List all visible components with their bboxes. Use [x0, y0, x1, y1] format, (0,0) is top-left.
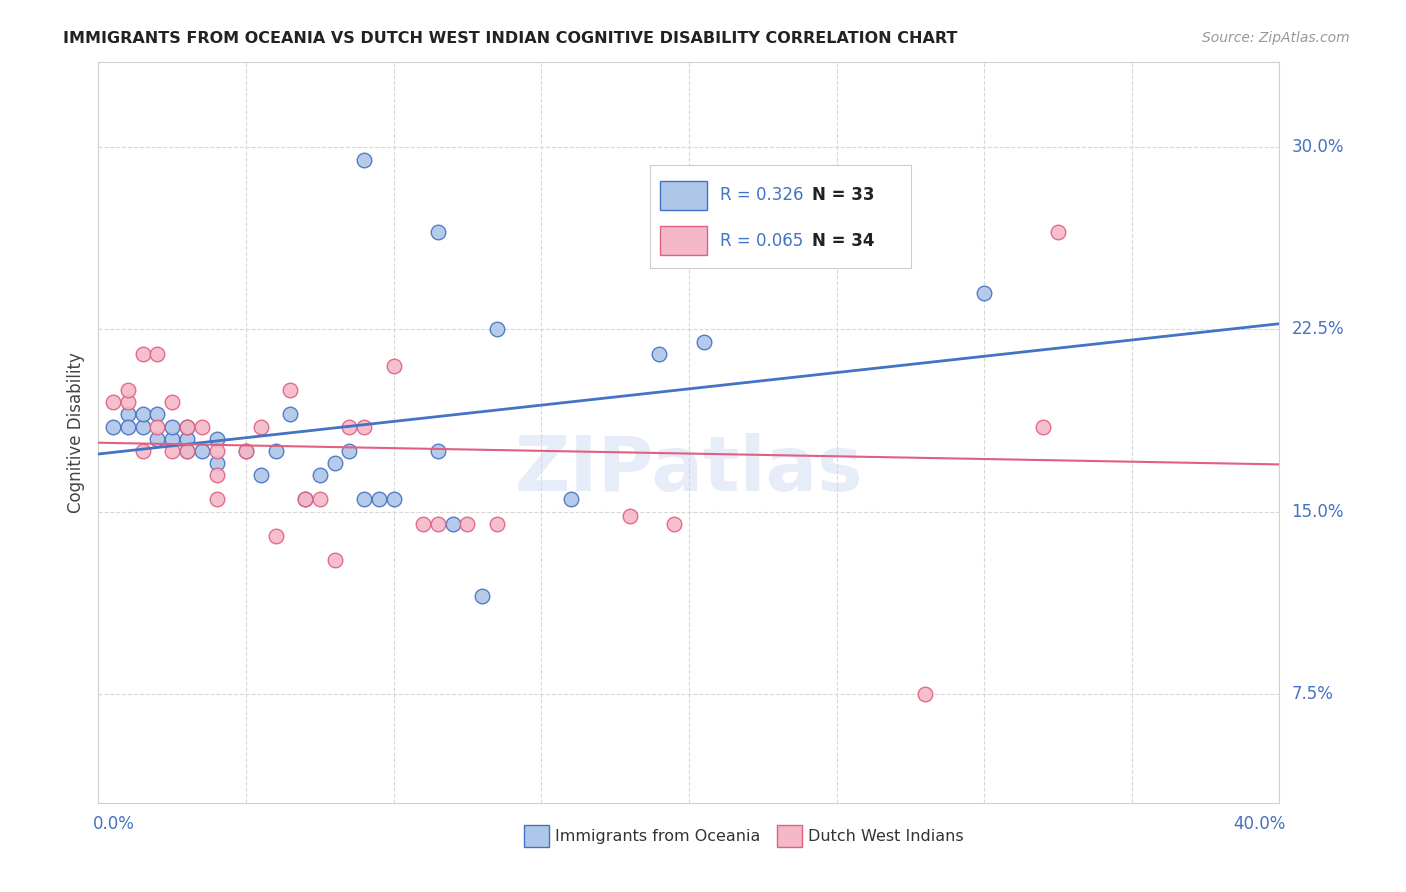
Point — [162, 432, 183, 446]
Point — [486, 516, 509, 531]
Point — [162, 419, 183, 434]
Text: ZIPatlas: ZIPatlas — [515, 433, 863, 507]
Point — [353, 492, 375, 507]
Point — [205, 443, 228, 458]
Point — [132, 347, 155, 361]
Y-axis label: Cognitive Disability: Cognitive Disability — [66, 352, 84, 513]
Point — [693, 334, 716, 349]
Point — [146, 347, 169, 361]
Point — [1032, 419, 1054, 434]
Point — [560, 492, 582, 507]
Point — [427, 516, 450, 531]
Point — [427, 443, 450, 458]
Text: 15.0%: 15.0% — [1291, 502, 1344, 521]
Point — [339, 419, 361, 434]
Point — [382, 359, 405, 373]
Point — [294, 492, 316, 507]
Point — [162, 443, 183, 458]
Point — [146, 419, 169, 434]
Point — [205, 456, 228, 470]
Text: 0.0%: 0.0% — [93, 815, 135, 833]
Point — [117, 419, 139, 434]
Point — [176, 443, 198, 458]
Point — [914, 687, 936, 701]
Point — [117, 408, 139, 422]
Point — [309, 468, 332, 483]
Point — [486, 322, 509, 336]
Point — [103, 419, 125, 434]
Point — [264, 529, 287, 543]
Point — [280, 408, 302, 422]
Point — [103, 395, 125, 409]
Point — [619, 509, 641, 524]
Point — [294, 492, 316, 507]
Point — [693, 225, 716, 239]
Point — [146, 432, 169, 446]
Point — [250, 419, 273, 434]
Point — [117, 383, 139, 397]
Point — [132, 419, 155, 434]
Point — [235, 443, 257, 458]
Point — [309, 492, 332, 507]
Point — [1046, 225, 1070, 239]
Point — [250, 468, 273, 483]
Point — [412, 516, 434, 531]
Point — [146, 408, 169, 422]
Point — [368, 492, 391, 507]
Text: Dutch West Indians: Dutch West Indians — [808, 830, 963, 844]
Point — [191, 419, 214, 434]
Point — [323, 553, 346, 567]
Point — [427, 225, 450, 239]
Point — [162, 395, 183, 409]
Point — [441, 516, 464, 531]
Text: IMMIGRANTS FROM OCEANIA VS DUTCH WEST INDIAN COGNITIVE DISABILITY CORRELATION CH: IMMIGRANTS FROM OCEANIA VS DUTCH WEST IN… — [63, 31, 957, 46]
Point — [353, 153, 375, 167]
Text: Immigrants from Oceania: Immigrants from Oceania — [554, 830, 761, 844]
Point — [191, 443, 214, 458]
Point — [648, 347, 671, 361]
Text: R = 0.065: R = 0.065 — [720, 232, 804, 250]
Point — [457, 516, 479, 531]
Text: 40.0%: 40.0% — [1233, 815, 1285, 833]
Text: 30.0%: 30.0% — [1291, 138, 1344, 156]
Point — [235, 443, 257, 458]
Text: 7.5%: 7.5% — [1291, 684, 1333, 703]
Point — [205, 468, 228, 483]
Point — [973, 286, 995, 301]
Point — [176, 443, 198, 458]
Point — [132, 408, 155, 422]
Point — [205, 492, 228, 507]
Point — [205, 432, 228, 446]
Text: Source: ZipAtlas.com: Source: ZipAtlas.com — [1202, 31, 1350, 45]
Point — [280, 383, 302, 397]
Text: N = 33: N = 33 — [811, 186, 875, 204]
Point — [664, 516, 686, 531]
Point — [323, 456, 346, 470]
Point — [176, 432, 198, 446]
Point — [264, 443, 287, 458]
Text: N = 34: N = 34 — [811, 232, 875, 250]
Point — [471, 590, 494, 604]
FancyBboxPatch shape — [661, 227, 707, 255]
Text: R = 0.326: R = 0.326 — [720, 186, 804, 204]
Point — [339, 443, 361, 458]
Point — [117, 395, 139, 409]
Point — [132, 443, 155, 458]
Point — [353, 419, 375, 434]
Point — [176, 419, 198, 434]
Point — [176, 419, 198, 434]
Text: 22.5%: 22.5% — [1291, 320, 1344, 338]
Point — [382, 492, 405, 507]
FancyBboxPatch shape — [661, 181, 707, 210]
